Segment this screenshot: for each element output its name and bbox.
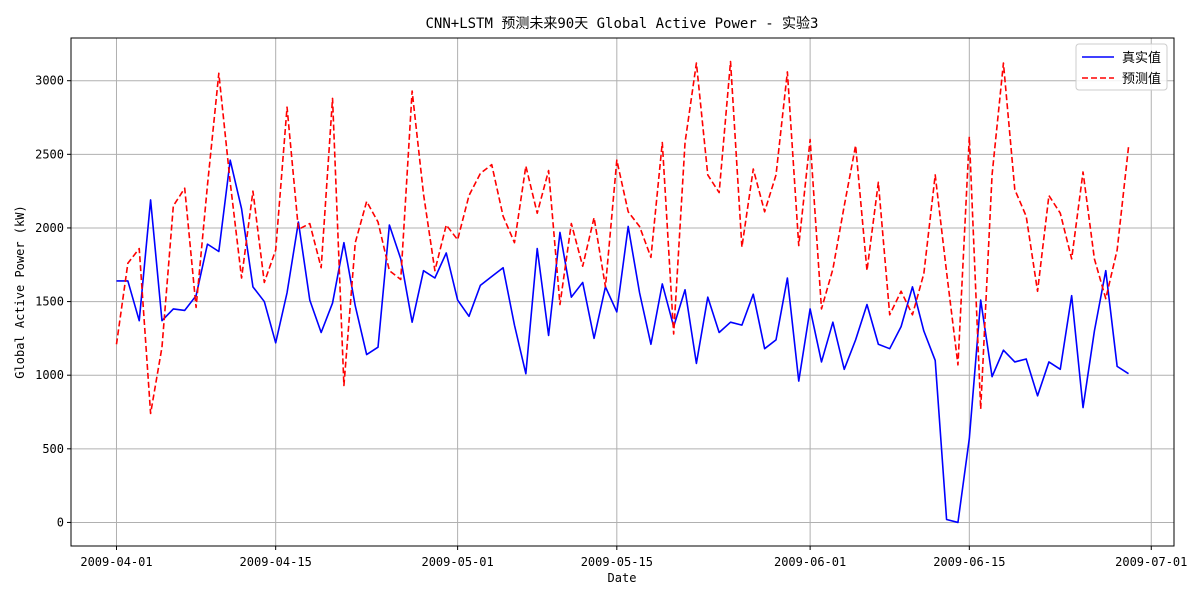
y-tick-label: 1500 (35, 295, 64, 309)
chart-title: CNN+LSTM 预测未来90天 Global Active Power - 实… (425, 16, 818, 32)
x-axis-label: Date (608, 571, 637, 585)
y-axis-ticks: 0 500 1000 1500 2000 2500 3000 (35, 74, 71, 529)
x-tick-label: 2009-05-15 (581, 555, 653, 569)
x-axis-ticks: 2009-04-01 2009-04-15 2009-05-01 2009-05-15… (80, 546, 1187, 569)
y-tick-label: 1000 (35, 368, 64, 382)
y-tick-label: 3000 (35, 74, 64, 88)
y-tick-label: 500 (42, 442, 64, 456)
grid-lines (71, 38, 1174, 546)
plot-frame (70, 37, 1175, 547)
y-tick-label: 2500 (35, 147, 64, 161)
y-tick-label: 0 (57, 515, 64, 529)
x-tick-label: 2009-07-01 (1115, 555, 1187, 569)
x-tick-label: 2009-06-15 (933, 555, 1005, 569)
legend-box (1075, 43, 1168, 91)
y-axis-label: Global Active Power (kW) (13, 205, 27, 378)
legend-label: 真实值 (1122, 50, 1161, 66)
x-tick-label: 2009-04-01 (80, 555, 152, 569)
x-tick-label: 2009-06-01 (774, 555, 846, 569)
series-line-actual (116, 159, 1129, 524)
legend-label: 预测值 (1122, 71, 1161, 87)
series-line-predicted (115, 60, 1130, 415)
y-tick-label: 2000 (35, 221, 64, 235)
series-layer (115, 60, 1130, 524)
x-tick-label: 2009-04-15 (240, 555, 312, 569)
x-tick-label: 2009-05-01 (421, 555, 493, 569)
